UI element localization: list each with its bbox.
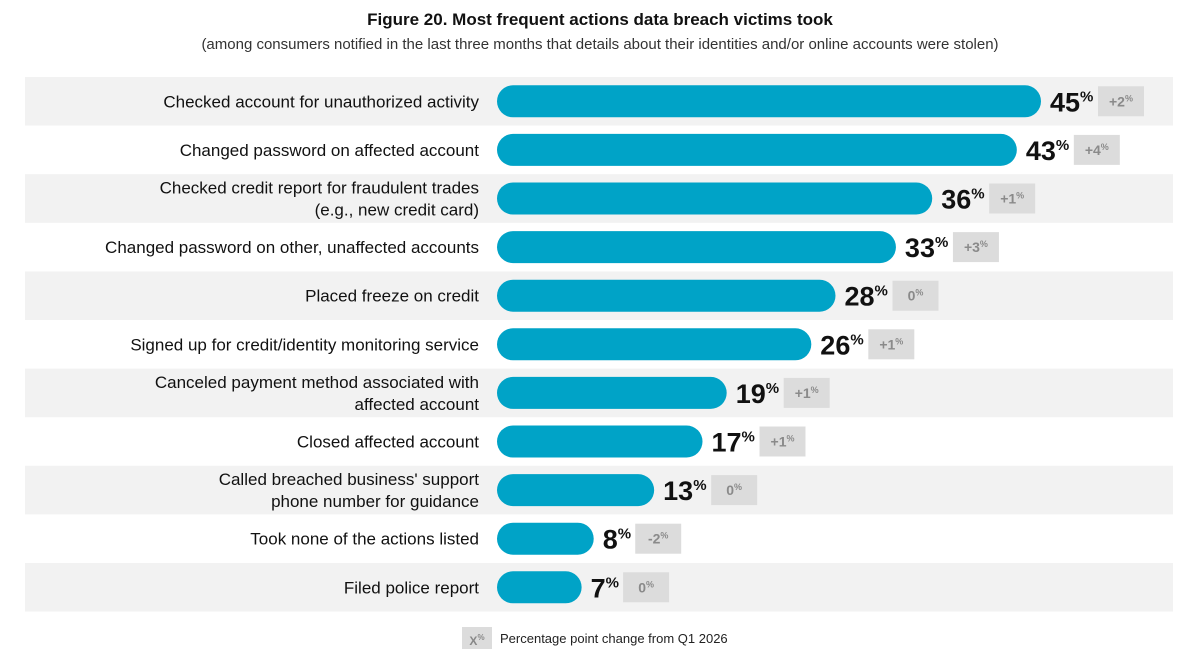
- change-label: +4%: [1085, 142, 1109, 158]
- change-label: -2%: [648, 531, 668, 547]
- bar: [497, 231, 896, 264]
- bar: [497, 376, 727, 409]
- category-label: Changed password on affected account: [180, 141, 480, 160]
- category-label: Filed police report: [344, 578, 479, 597]
- category-label: Called breached business' support phone n…: [219, 470, 480, 511]
- bar: [497, 328, 812, 361]
- change-label: 0%: [638, 579, 654, 595]
- category-label: Checked account for unauthorized activit…: [163, 92, 479, 111]
- value-label: 17%: [712, 428, 755, 458]
- category-label: Closed affected account: [297, 433, 479, 452]
- change-box: [759, 426, 806, 457]
- change-label: 0%: [726, 482, 742, 498]
- bar: [497, 571, 582, 604]
- change-box: [989, 183, 1036, 214]
- bar: [497, 133, 1017, 166]
- chart-subtitle: (among consumers notified in the last th…: [201, 36, 999, 53]
- value-label: 28%: [844, 282, 887, 312]
- change-label: +1%: [795, 385, 819, 401]
- change-box: [1073, 134, 1120, 165]
- change-label: +1%: [771, 434, 795, 450]
- change-label: +1%: [879, 336, 903, 352]
- bar: [497, 85, 1041, 118]
- change-box: [783, 377, 830, 408]
- value-label: 33%: [905, 233, 948, 263]
- bar: [497, 474, 655, 507]
- change-label: +3%: [964, 239, 988, 255]
- legend: X% Percentage point change from Q1 2026: [462, 626, 728, 650]
- value-label: 36%: [941, 185, 984, 215]
- change-box: [711, 475, 758, 506]
- bar: [497, 279, 836, 312]
- value-label: 13%: [663, 476, 706, 506]
- category-label: Took none of the actions listed: [250, 530, 479, 549]
- change-box: [952, 232, 999, 263]
- value-label: 45%: [1050, 87, 1093, 117]
- bar: [497, 522, 594, 555]
- change-box: [1098, 86, 1144, 117]
- category-label: Signed up for credit/identity monitoring…: [130, 335, 479, 354]
- category-label: Checked credit report for fraudulent tra…: [160, 179, 479, 220]
- change-label: +2%: [1109, 93, 1133, 109]
- bar: [497, 182, 933, 215]
- legend-text: Percentage point change from Q1 2026: [500, 630, 728, 646]
- change-label: +1%: [1000, 191, 1024, 207]
- value-label: 19%: [736, 379, 779, 409]
- value-label: 26%: [820, 330, 863, 360]
- change-box: [868, 329, 915, 360]
- value-label: 43%: [1026, 136, 1069, 166]
- value-label: 7%: [591, 573, 619, 603]
- category-label: Canceled payment method associated with a…: [155, 373, 479, 414]
- change-label: 0%: [908, 288, 924, 304]
- category-label: Placed freeze on credit: [305, 287, 479, 306]
- chart-title: Figure 20. Most frequent actions data br…: [367, 10, 833, 29]
- change-box: [892, 280, 939, 311]
- change-box: [623, 572, 670, 603]
- legend-swatch: X%: [462, 627, 492, 649]
- category-label: Changed password on other, unaffected ac…: [105, 238, 479, 257]
- change-box: [635, 523, 682, 554]
- value-label: 8%: [603, 525, 631, 555]
- bar: [497, 425, 703, 458]
- row-band: [25, 563, 1173, 612]
